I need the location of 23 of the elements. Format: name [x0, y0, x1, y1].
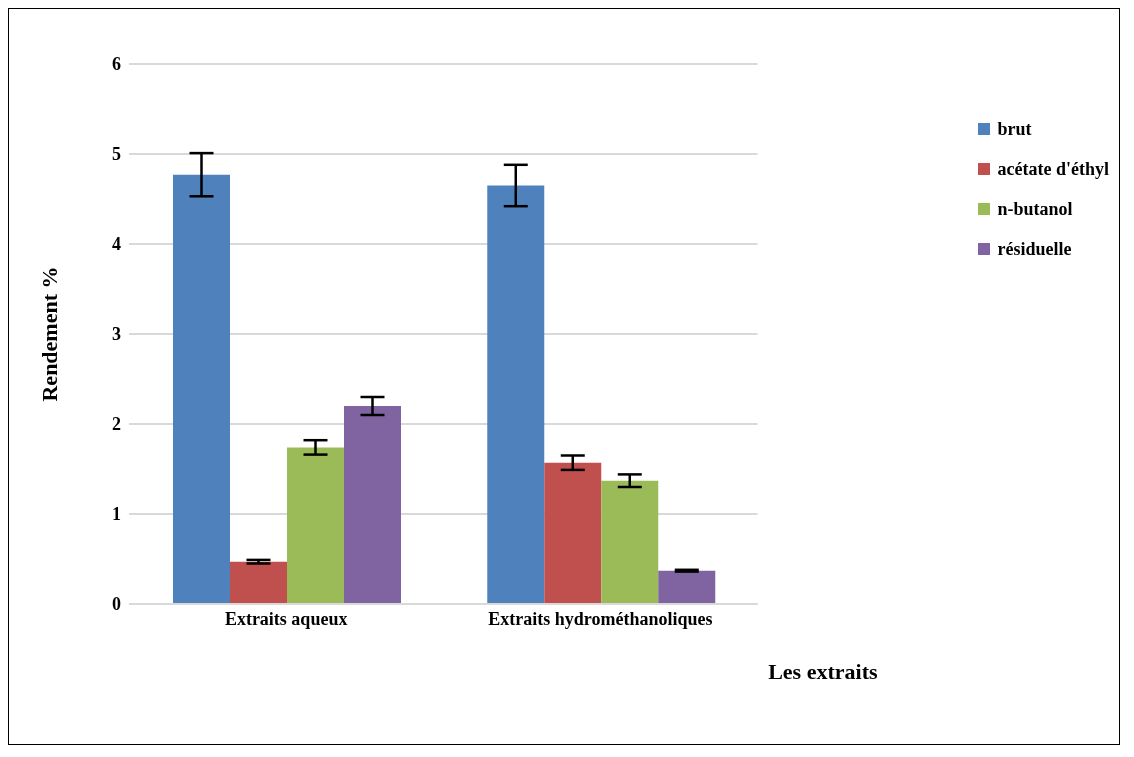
y-tick-label: 4 [112, 234, 121, 255]
y-tick-label: 5 [112, 144, 121, 165]
x-tick-label: Extraits aqueux [224, 608, 348, 629]
bar [173, 174, 230, 604]
legend-label: résiduelle [997, 238, 1072, 260]
bar [601, 480, 659, 604]
y-tick-label: 0 [112, 594, 121, 615]
x-tick-label: Extraits hydrométhanoliques [488, 608, 713, 629]
bar [658, 570, 716, 604]
y-tick-label: 1 [112, 504, 121, 525]
bar [287, 447, 344, 604]
bar [230, 561, 287, 604]
y-tick-label: 3 [112, 324, 121, 345]
y-axis-title: Rendement % [36, 266, 62, 402]
legend-label: n-butanol [997, 198, 1073, 220]
legend-label: brut [997, 118, 1032, 140]
bar [487, 185, 545, 604]
bar [544, 462, 602, 604]
bar [344, 406, 401, 604]
y-tick-label: 2 [112, 414, 121, 435]
y-tick-label: 6 [112, 54, 121, 75]
legend-label: acétate d'éthyl [997, 158, 1109, 180]
x-axis-title: Les extraits [768, 659, 878, 684]
